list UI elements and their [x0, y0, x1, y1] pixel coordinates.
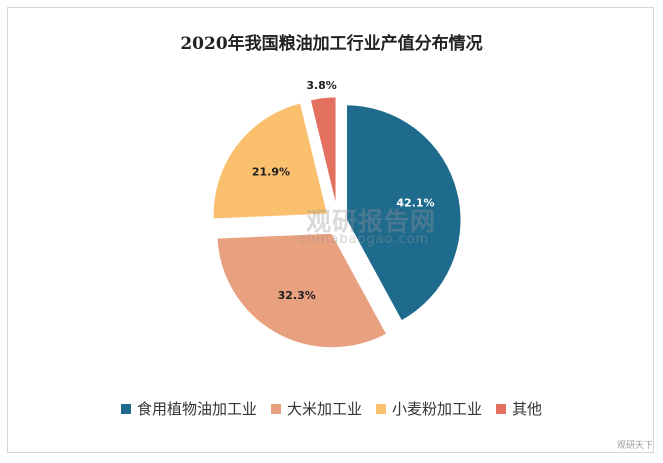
chart-frame [7, 7, 654, 453]
legend-swatch [120, 403, 131, 414]
legend-swatch [376, 403, 386, 414]
legend-item-3: 小麦粉加工业 [376, 398, 482, 419]
pie-slice-4 [308, 94, 339, 214]
chart-title: 2020年我国粮油加工行业产值分布情况 [180, 34, 483, 54]
pie-slice-2 [214, 231, 389, 350]
pie-slice-1 [344, 102, 463, 324]
legend-label: 大米加工业 [286, 400, 362, 418]
legend-item-1: 食用植物油加工业 [120, 398, 257, 419]
legend-label: 小麦粉加工业 [392, 400, 483, 418]
data-label-4: 3.8% [306, 79, 337, 92]
legend-item-4: 其他 [496, 398, 542, 419]
legend-swatch [496, 403, 507, 414]
legend-label: 食用植物油加工业 [136, 400, 257, 418]
chart-legend: 食用植物油加工业 大米加工业 小麦粉加工业 其他 [0, 398, 663, 419]
legend-item-2: 大米加工业 [270, 398, 362, 419]
data-label-3: 21.9% [252, 166, 290, 179]
data-label-2: 32.3% [278, 289, 316, 302]
corner-watermark: 观研天下 [616, 441, 653, 451]
pie-slice-3 [211, 100, 330, 221]
legend-label: 其他 [512, 400, 543, 418]
data-label-1: 42.1% [396, 196, 434, 209]
legend-swatch [270, 403, 281, 414]
